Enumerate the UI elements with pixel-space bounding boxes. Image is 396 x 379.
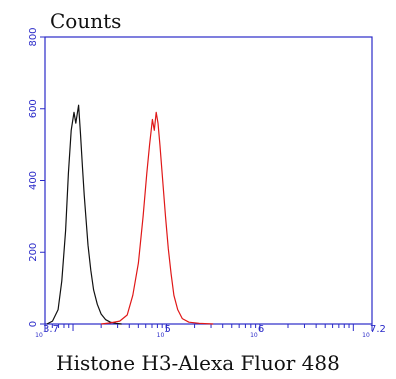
series-layer [46,104,214,325]
y-tick-label: 0 [28,321,39,327]
x-tick-label-base: 10 [362,332,370,339]
plot-frame [44,36,373,325]
x-tick-label-base: 10 [157,332,165,339]
x-tick-label-exponent: 7.2 [370,324,386,335]
x-axis-label: Histone H3-Alexa Fluor 488 [56,351,340,375]
y-tick-label: 400 [28,171,39,190]
y-axis-label: Counts [50,9,121,33]
x-tick-label-exponent: 5 [164,324,170,335]
x-tick-label-base: 10 [250,332,258,339]
y-axis-ticks: 0 200 400 600 800 [28,27,45,327]
x-tick-label-exponent: 3.7 [43,324,59,335]
x-tick-label-exponent: 6 [258,324,264,335]
histogram-series-1 [46,104,122,325]
x-tick-label-base: 10 [35,332,43,339]
y-tick-label: 200 [28,243,39,262]
y-tick-label: 600 [28,99,39,118]
y-tick-label: 800 [28,27,39,46]
histogram-series-2 [101,111,214,325]
